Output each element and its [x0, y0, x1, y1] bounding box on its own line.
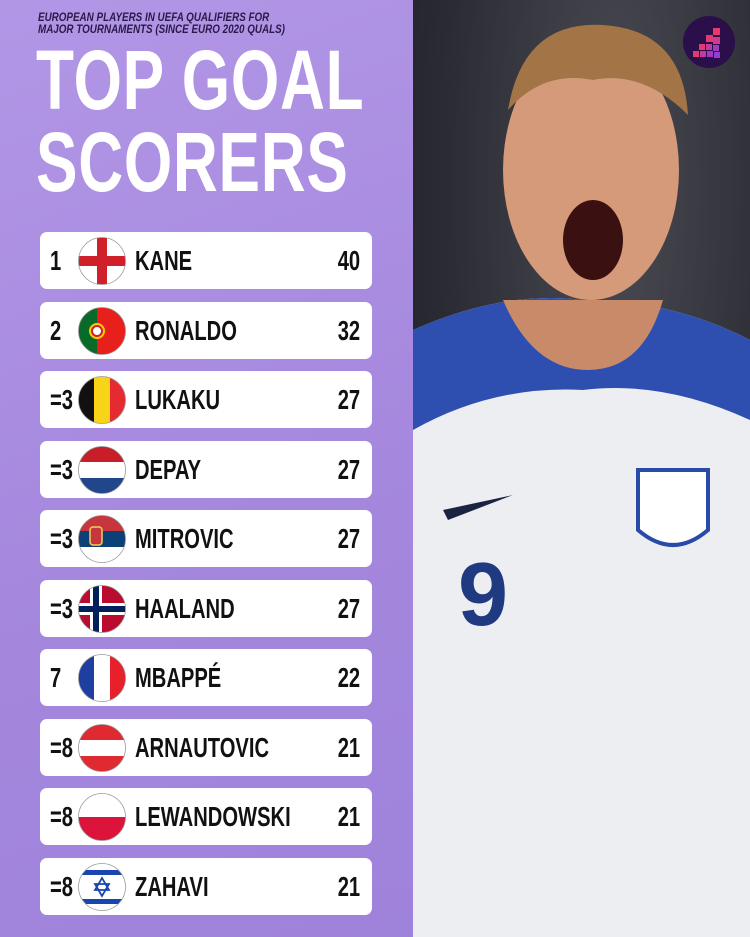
portugal-flag-icon [78, 306, 126, 355]
england-flag-icon [78, 237, 126, 285]
table-row: =8 LEWANDOWSKI 21 [40, 788, 372, 845]
goals: 27 [337, 384, 360, 415]
bars-logo-icon [693, 28, 720, 58]
austria-flag-icon [78, 723, 126, 772]
player-name: MBAPPÉ [135, 662, 222, 693]
player-name: LUKAKU [135, 384, 221, 415]
rank: =8 [50, 801, 73, 832]
player-illustration: 9 [413, 24, 750, 937]
table-row: =3 MITROVIC 27 [40, 510, 372, 567]
rank: =3 [50, 384, 73, 415]
subtitle: EUROPEAN PLAYERS IN UEFA QUALIFIERS FOR … [38, 10, 285, 36]
goals: 27 [337, 592, 360, 624]
netherlands-flag-icon [78, 445, 126, 494]
title-line-2: SCORERS [36, 115, 349, 209]
rank: 7 [50, 662, 62, 693]
norway-flag-icon [78, 584, 126, 633]
rank: 1 [50, 245, 62, 276]
table-row: =3 HAALAND 27 [40, 579, 372, 637]
player-name: DEPAY [135, 453, 202, 485]
goals: 21 [337, 801, 360, 832]
player-name: LEWANDOWSKI [135, 801, 291, 832]
table-row: =3 LUKAKU 27 [40, 371, 372, 428]
poland-flag-icon [78, 793, 126, 841]
table-row: 7 MBAPPÉ 22 [40, 649, 372, 706]
goals: 21 [337, 870, 360, 902]
left-panel: EUROPEAN PLAYERS IN UEFA QUALIFIERS FOR … [0, 0, 413, 937]
rank: 2 [50, 314, 62, 346]
player-name: ZAHAVI [135, 870, 209, 902]
player-photo: 9 [413, 0, 750, 937]
player-name: MITROVIC [135, 523, 234, 554]
svg-text:9: 9 [458, 545, 508, 645]
table-row: 1 KANE 40 [40, 232, 372, 289]
player-name: RONALDO [135, 314, 237, 346]
player-name: ARNAUTOVIC [135, 731, 270, 763]
title-line-1: TOP GOAL [36, 33, 365, 127]
rank: =8 [50, 731, 73, 763]
israel-flag-icon [78, 862, 126, 911]
player-name: KANE [135, 245, 193, 276]
brand-logo [683, 16, 735, 68]
table-row: =8 ZAHAVI 21 [40, 857, 372, 915]
goals: 22 [337, 662, 360, 693]
player-name: HAALAND [135, 592, 235, 624]
rank: =8 [50, 870, 73, 902]
goals: 40 [337, 245, 360, 276]
table-row: =8 ARNAUTOVIC 21 [40, 718, 372, 776]
belgium-flag-icon [78, 376, 126, 424]
goals: 27 [337, 453, 360, 485]
table-row: =3 DEPAY 27 [40, 440, 372, 498]
goals: 21 [337, 731, 360, 763]
goals: 32 [337, 314, 360, 346]
rank: =3 [50, 453, 73, 485]
rank: =3 [50, 523, 73, 554]
serbia-flag-icon [78, 515, 126, 563]
goals: 27 [337, 523, 360, 554]
france-flag-icon [78, 654, 126, 702]
table-row: 2 RONALDO 32 [40, 301, 372, 359]
rank: =3 [50, 592, 73, 624]
